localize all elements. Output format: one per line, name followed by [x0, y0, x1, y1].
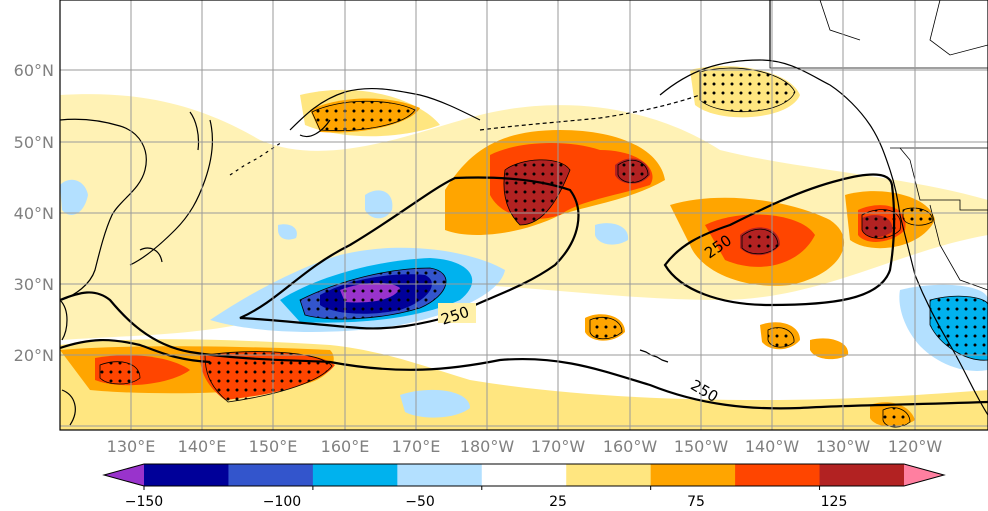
lon-label: 140°W	[745, 437, 800, 456]
lon-label: 140°E	[178, 437, 227, 456]
colorbar-segment	[566, 464, 652, 486]
lat-label: 20°N	[14, 346, 54, 365]
colorbar-extend-high	[904, 464, 944, 486]
lon-label: 170°E	[392, 437, 441, 456]
colorbar-tick-label: −50	[405, 494, 435, 510]
lon-label: 160°W	[603, 437, 658, 456]
contour-250	[60, 173, 988, 410]
latitude-labels: 60°N 50°N 40°N 30°N 20°N	[14, 61, 54, 365]
colorbar-segment	[735, 464, 821, 486]
colorbar-tick-label: 75	[687, 494, 705, 510]
colorbar-extend-low	[104, 464, 144, 486]
lon-label: 160°E	[321, 437, 370, 456]
lon-label: 180°W	[460, 437, 515, 456]
colorbar-segment	[312, 464, 398, 486]
lon-label: 120°W	[888, 437, 943, 456]
colorbar-segment	[397, 464, 483, 486]
colorbar-segment	[650, 464, 736, 486]
lat-label: 50°N	[14, 133, 54, 152]
colorbar-segment	[481, 464, 567, 486]
longitude-labels: 130°E 140°E 150°E 160°E 170°E 180°W 170°…	[107, 437, 943, 456]
colorbar	[102, 463, 946, 490]
colorbar-tick-labels: −150 −100 −50 25 75 125	[125, 494, 848, 510]
gridlines	[60, 0, 988, 430]
colorbar-tick-label: 125	[821, 494, 848, 510]
colorbar-segment	[819, 464, 905, 486]
colorbar-tick-label: −100	[263, 494, 301, 510]
lon-label: 150°E	[249, 437, 298, 456]
contour-label-bg	[438, 303, 476, 323]
lat-label: 40°N	[14, 204, 54, 223]
lon-label: 170°W	[531, 437, 586, 456]
lon-label: 130°W	[816, 437, 871, 456]
map-frame	[59, 0, 988, 431]
lon-label: 130°E	[107, 437, 156, 456]
lon-label: 150°W	[674, 437, 729, 456]
map-plot-area: 250 250 250	[60, 0, 988, 430]
colorbar-outline	[102, 463, 946, 487]
lat-label: 60°N	[14, 61, 54, 80]
colorbar-segment	[144, 464, 229, 486]
lat-label: 30°N	[14, 275, 54, 294]
stippling	[99, 67, 988, 428]
colorbar-tick-label: 25	[549, 494, 567, 510]
colorbar-tick-label: −150	[125, 494, 163, 510]
colorbar-segment	[228, 464, 314, 486]
